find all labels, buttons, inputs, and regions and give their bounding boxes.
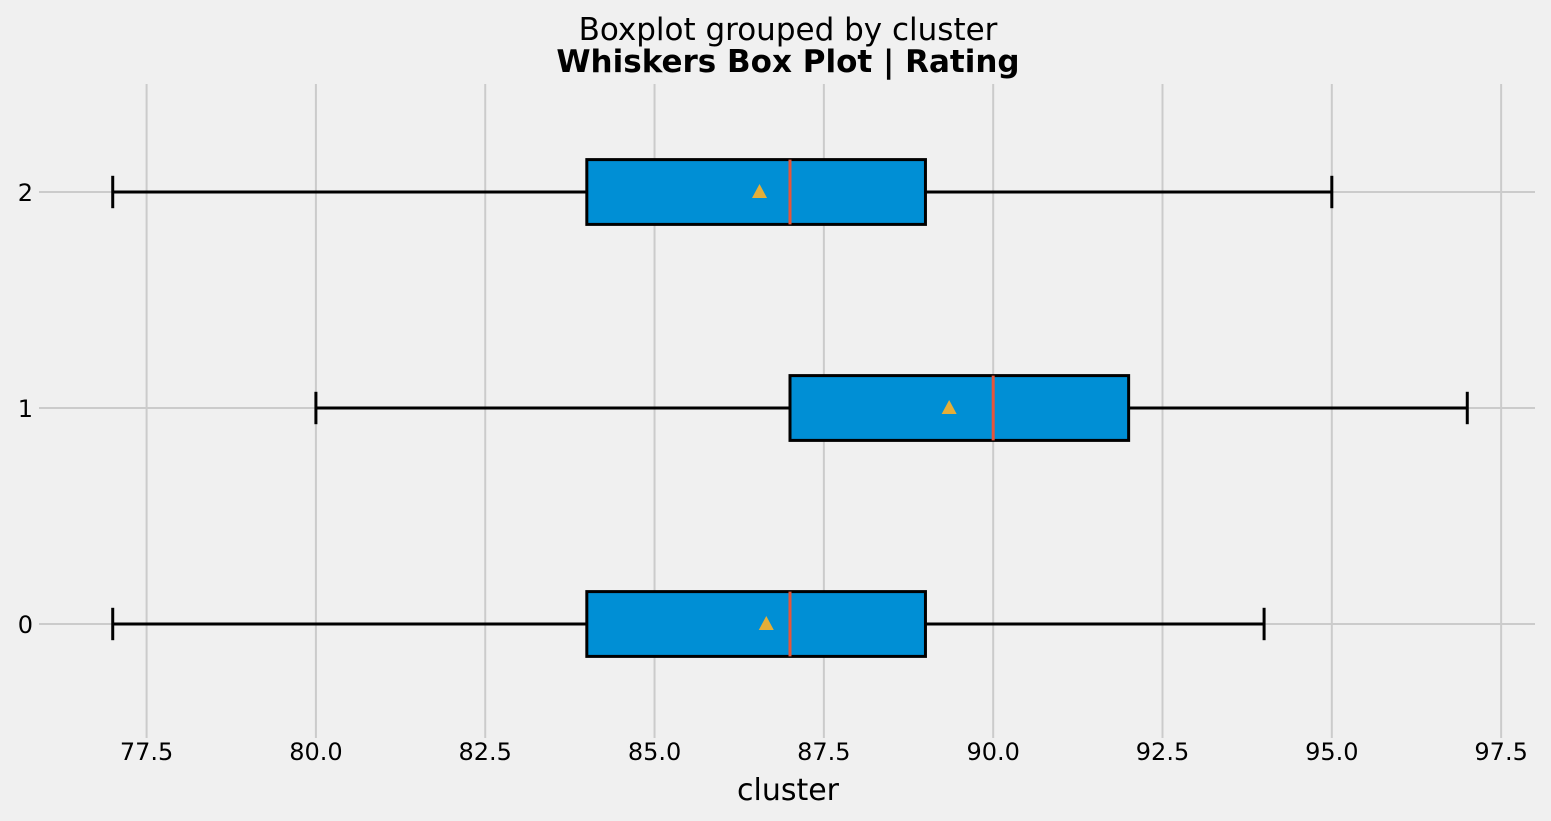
box-group-1 bbox=[314, 374, 1469, 442]
x-axis-label: cluster bbox=[737, 773, 840, 808]
mean-marker bbox=[941, 400, 957, 414]
y-tick-label: 0 bbox=[18, 611, 33, 639]
x-tick-label: 82.5 bbox=[459, 738, 512, 766]
mean-marker bbox=[758, 616, 774, 630]
ticks-layer: 77.5 80.0 82.5 85.0 87.5 90.0 92.5 95.0 97.5 0 1 2 bbox=[18, 179, 1528, 766]
y-tick-label: 2 bbox=[18, 179, 33, 207]
x-tick-label: 85.0 bbox=[628, 738, 681, 766]
y-tick-label: 1 bbox=[18, 395, 33, 423]
x-tick-label: 92.5 bbox=[1136, 738, 1189, 766]
iqr-box bbox=[585, 590, 927, 658]
box-group-0 bbox=[111, 590, 1266, 658]
chart-title: Whiskers Box Plot | Rating bbox=[556, 44, 1019, 80]
boxes-layer bbox=[111, 158, 1469, 658]
x-tick-label: 95.0 bbox=[1305, 738, 1358, 766]
iqr-box bbox=[788, 374, 1131, 442]
x-tick-label: 87.5 bbox=[797, 738, 850, 766]
x-tick-label: 97.5 bbox=[1474, 738, 1527, 766]
box-group-2 bbox=[111, 158, 1334, 226]
mean-marker bbox=[752, 184, 768, 198]
chart-suptitle: Boxplot grouped by cluster bbox=[579, 12, 998, 48]
x-tick-label: 90.0 bbox=[966, 738, 1019, 766]
x-tick-label: 77.5 bbox=[120, 738, 173, 766]
x-tick-label: 80.0 bbox=[289, 738, 342, 766]
